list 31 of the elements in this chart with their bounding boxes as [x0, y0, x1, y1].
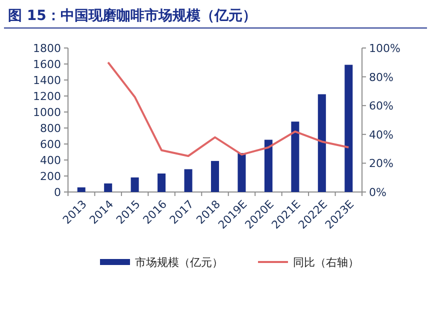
y2-tick-label: 100% — [369, 42, 400, 55]
y-tick-label: 200 — [40, 170, 61, 183]
bar — [130, 177, 139, 192]
y-tick-label: 600 — [40, 138, 61, 151]
bar — [238, 153, 246, 192]
y-tick-label: 800 — [40, 122, 61, 135]
y2-tick-label: 80% — [369, 70, 394, 84]
bar — [158, 174, 166, 192]
y-tick-label: 1200 — [33, 90, 61, 103]
y-tick-label: 400 — [40, 154, 61, 167]
bar — [210, 160, 220, 192]
bar — [318, 94, 326, 192]
line-series — [107, 61, 350, 157]
y-tick-label: 1800 — [33, 42, 61, 55]
y2-tick-label: 40% — [369, 128, 394, 142]
bar — [104, 183, 112, 192]
chart-title: 图 15：中国现磨咖啡市场规模（亿元） — [8, 7, 256, 24]
bar — [291, 122, 300, 192]
bar — [77, 187, 86, 192]
y-tick-label: 1400 — [33, 74, 61, 87]
y-tick-label: 1000 — [33, 106, 61, 119]
legend-label: 同比（右轴） — [293, 256, 359, 269]
bar — [184, 169, 192, 192]
y2-tick-label: 0% — [369, 186, 386, 199]
y-tick-label: 1600 — [33, 58, 61, 71]
y-tick-label: 0 — [54, 186, 61, 199]
bar — [344, 64, 353, 192]
legend-label: 市场规模（亿元） — [135, 256, 223, 269]
bar — [264, 140, 272, 192]
y2-tick-label: 60% — [369, 100, 394, 113]
y2-tick-label: 20% — [369, 157, 394, 170]
